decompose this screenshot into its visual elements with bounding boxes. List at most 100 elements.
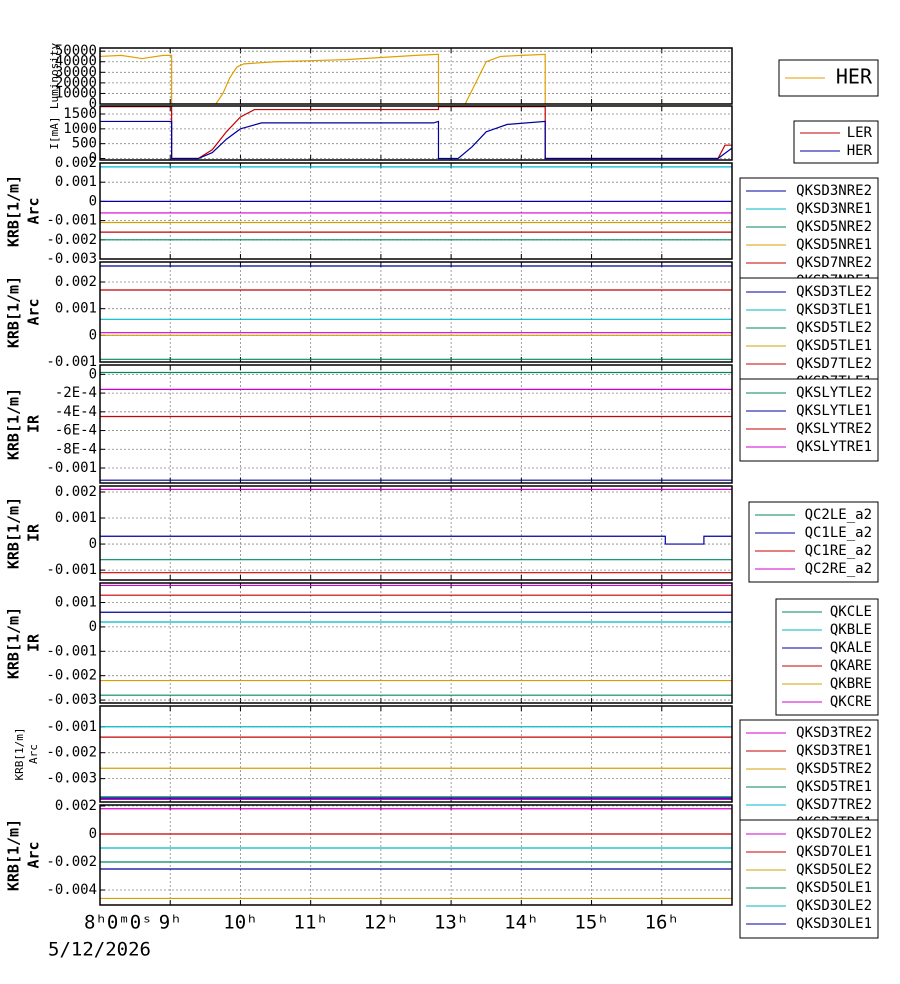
- legend-label: QKSD7TRE2: [796, 797, 872, 813]
- plot-frame: [99, 105, 733, 161]
- legend-label: QKSD5TRE1: [796, 779, 872, 795]
- y-tick-label: -0.001: [46, 213, 97, 229]
- y-tick-label: -0.002: [46, 745, 97, 761]
- data-line: [100, 535, 732, 545]
- legend: LER HER: [793, 120, 879, 164]
- y-tick-label: 40000: [55, 54, 97, 70]
- legend-box: [775, 598, 879, 716]
- legend-box: [739, 177, 879, 295]
- y-tick-label: 0: [89, 193, 97, 209]
- y-tick-label: 0: [89, 366, 97, 382]
- y-axis-label: KRB[1/m]: [5, 388, 23, 460]
- legend-label: QKSD5TLE2: [796, 320, 872, 336]
- x-tick-label: 15ʰ: [574, 912, 608, 934]
- y-axis-label: IR: [25, 523, 43, 542]
- legend-label: QKSLYTRE1: [796, 439, 872, 455]
- x-tick-label: 12ʰ: [364, 912, 398, 934]
- legend-label: QKARE: [830, 658, 872, 674]
- y-tick-label: 10000: [55, 85, 97, 101]
- panel: -0.001 0 0.001 0.002 KRB[1/m] Arc: [5, 261, 733, 370]
- y-tick-label: 0.002: [55, 798, 97, 814]
- legend-label: QKSD3NRE1: [796, 201, 872, 217]
- legend: HER: [778, 59, 879, 97]
- x-tick-label: 13ʰ: [434, 912, 468, 934]
- y-tick-label: -0.002: [46, 854, 97, 870]
- y-tick-label: -6E-4: [55, 423, 97, 439]
- y-tick-label: -0.003: [46, 692, 97, 708]
- y-tick-label: -0.001: [46, 643, 97, 659]
- legend-label: QKSD3NRE2: [796, 183, 872, 199]
- legend-label: QKSD3TLE1: [796, 302, 872, 318]
- y-tick-label: 0.001: [55, 510, 97, 526]
- y-tick-label: 0.002: [55, 274, 97, 290]
- legend-label: QKSD3TLE2: [796, 284, 872, 300]
- legend-label: QKALE: [830, 640, 872, 656]
- y-tick-label: -0.001: [46, 562, 97, 578]
- legend-label: QKCRE: [830, 694, 872, 710]
- plot-frame: [99, 162, 733, 260]
- legend-label: QKSD3OLE2: [796, 898, 872, 914]
- legend-box: [793, 120, 879, 164]
- x-tick-label: 8ʰ0ᵐ0ˢ: [84, 912, 153, 934]
- panel: -0.003 -0.002 -0.001 0 0.001 KRB[1/m] IR: [5, 582, 733, 708]
- y-tick-label: 0.002: [55, 155, 97, 171]
- legend-label: QKBRE: [830, 676, 872, 692]
- y-axis-label: Arc: [25, 841, 43, 868]
- y-tick-label: -0.001: [46, 354, 97, 370]
- y-tick-label: 20000: [55, 75, 97, 91]
- y-tick-label: 50000: [55, 43, 97, 59]
- x-tick-label: 14ʰ: [504, 912, 538, 934]
- legend-box: [739, 819, 879, 939]
- plot-frame: [99, 582, 733, 704]
- y-tick-label: -0.001: [46, 460, 97, 476]
- legend-label: QKSLYTLE2: [796, 385, 872, 401]
- y-tick-label: 30000: [55, 64, 97, 80]
- y-axis-label: KRB[1/m]: [5, 276, 23, 348]
- y-tick-label: -0.002: [46, 232, 97, 248]
- legend-label: HER: [836, 65, 873, 89]
- legend: QKSD3TLE2 QKSD3TLE1 QKSD5TLE2 QKSD5TLE1 QKSD…: [739, 277, 879, 397]
- legend-label: QC2RE_a2: [805, 561, 872, 577]
- legend-label: HER: [847, 143, 873, 159]
- date-label: 5/12/2026: [48, 939, 151, 961]
- y-tick-label: -8E-4: [55, 441, 97, 457]
- legend-label: QC2LE_a2: [805, 507, 872, 523]
- legend: QKSLYTLE2 QKSLYTLE1 QKSLYTRE2 QKSLYTRE1: [739, 378, 879, 462]
- y-axis-label: KRB[1/m]: [5, 497, 23, 569]
- legend-box: [739, 277, 879, 397]
- legend-label: QKSD5NRE2: [796, 219, 872, 235]
- plot-frame: [99, 705, 733, 803]
- y-tick-label: 1000: [63, 121, 97, 137]
- legend-label: QKSD5OLE2: [796, 862, 872, 878]
- x-tick-label: 16ʰ: [645, 912, 679, 934]
- legend-label: LER: [847, 125, 873, 141]
- legend: QKSD3NRE2 QKSD3NRE1 QKSD5NRE2 QKSD5NRE1 QKSD…: [739, 177, 879, 295]
- y-tick-label: 1500: [63, 106, 97, 122]
- legend-label: QKSD3OLE1: [796, 916, 872, 932]
- y-tick-label: 0.001: [55, 174, 97, 190]
- y-tick-label: -4E-4: [55, 404, 97, 420]
- legend: QC2LE_a2 QC1LE_a2 QC1RE_a2 QC2RE_a2: [748, 501, 879, 583]
- y-axis-label: IR: [25, 633, 43, 652]
- plot-frame: [99, 804, 733, 906]
- legend-label: QKSD5TLE1: [796, 338, 872, 354]
- y-tick-label: 0: [89, 151, 97, 167]
- legend-label: QKSD7OLE1: [796, 844, 872, 860]
- y-axis-label: I[mA]: [48, 116, 61, 149]
- legend-label: QKCLE: [830, 604, 872, 620]
- plot-frame: [99, 364, 733, 484]
- legend-label: QKSD3TRE2: [796, 725, 872, 741]
- y-tick-label: -0.003: [46, 771, 97, 787]
- y-axis-label: Arc: [25, 298, 43, 325]
- y-tick-label: -0.004: [46, 882, 97, 898]
- y-axis-label: KRB[1/m]: [5, 607, 23, 679]
- y-tick-label: -0.003: [46, 251, 97, 267]
- legend: QKSD3TRE2 QKSD3TRE1 QKSD5TRE2 QKSD5TRE1 QKSD…: [739, 719, 879, 837]
- data-line: [100, 53, 732, 104]
- x-tick-label: 11ʰ: [294, 912, 328, 934]
- y-axis-label: Luminosity: [48, 43, 61, 110]
- panel: -0.004 -0.002 0 0.002 KRB[1/m] Arc: [5, 798, 733, 906]
